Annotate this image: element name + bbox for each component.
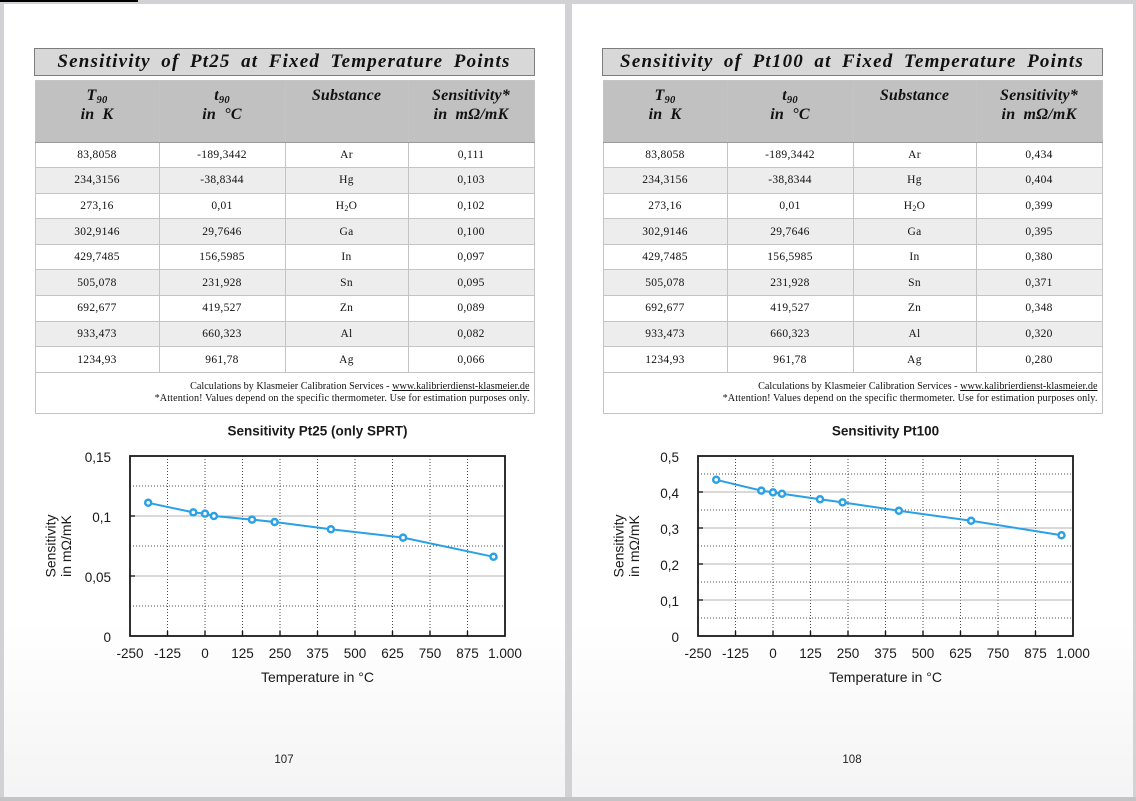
svg-text:750: 750	[986, 646, 1009, 661]
svg-text:0: 0	[769, 646, 777, 661]
svg-text:375: 375	[306, 646, 329, 661]
svg-text:Sensitivity: Sensitivity	[42, 514, 58, 577]
svg-text:875: 875	[1024, 646, 1047, 661]
svg-text:0: 0	[103, 630, 111, 645]
svg-text:0,1: 0,1	[660, 594, 679, 609]
svg-text:Temperature in °C: Temperature in °C	[261, 669, 374, 685]
svg-text:250: 250	[268, 646, 291, 661]
svg-text:in mΩ/mK: in mΩ/mK	[58, 514, 74, 576]
svg-text:375: 375	[874, 646, 897, 661]
svg-text:Temperature in °C: Temperature in °C	[829, 669, 942, 685]
svg-text:-250: -250	[116, 646, 143, 661]
svg-text:0,05: 0,05	[84, 570, 110, 585]
svg-text:-125: -125	[153, 646, 180, 661]
svg-text:875: 875	[456, 646, 479, 661]
svg-text:125: 125	[231, 646, 254, 661]
svg-text:-250: -250	[684, 646, 711, 661]
svg-text:0,5: 0,5	[660, 450, 679, 465]
svg-text:1.000: 1.000	[1056, 646, 1090, 661]
svg-text:500: 500	[911, 646, 934, 661]
svg-text:0: 0	[671, 630, 679, 645]
svg-text:0,3: 0,3	[660, 522, 679, 537]
svg-text:in mΩ/mK: in mΩ/mK	[626, 514, 642, 576]
svg-text:1.000: 1.000	[488, 646, 522, 661]
svg-text:0,15: 0,15	[84, 450, 110, 465]
svg-text:250: 250	[836, 646, 859, 661]
svg-text:Sensitivity: Sensitivity	[610, 514, 626, 577]
svg-text:750: 750	[418, 646, 441, 661]
svg-text:625: 625	[381, 646, 404, 661]
svg-text:-125: -125	[721, 646, 748, 661]
svg-text:0,1: 0,1	[92, 510, 111, 525]
svg-text:500: 500	[343, 646, 366, 661]
svg-text:Sensitivity Pt100: Sensitivity Pt100	[831, 424, 938, 439]
svg-text:Sensitivity Pt25 (only SPRT): Sensitivity Pt25 (only SPRT)	[227, 424, 407, 439]
svg-text:0: 0	[201, 646, 209, 661]
svg-text:0,2: 0,2	[660, 558, 679, 573]
svg-text:125: 125	[799, 646, 822, 661]
svg-text:625: 625	[949, 646, 972, 661]
svg-text:0,4: 0,4	[660, 486, 679, 501]
